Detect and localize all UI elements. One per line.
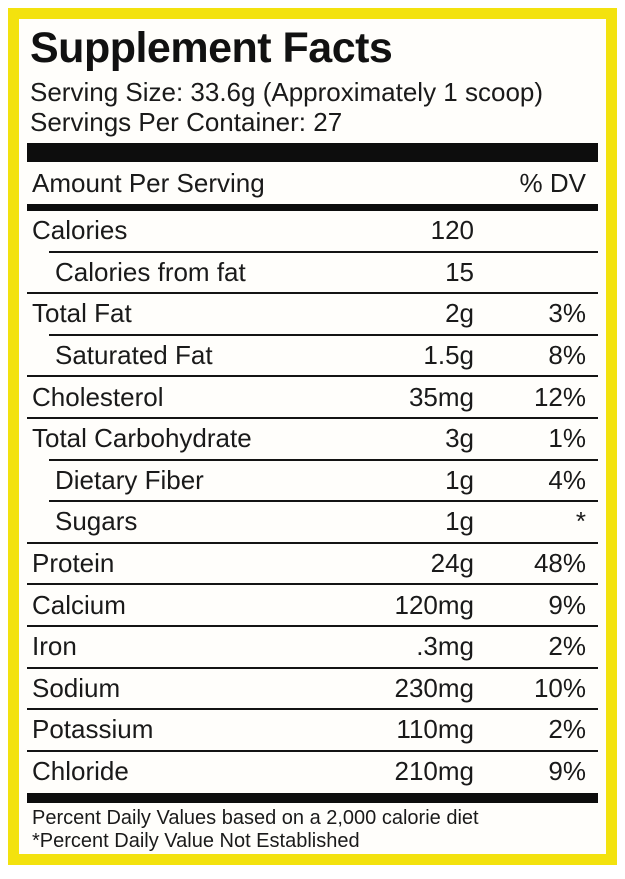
nutrient-dv: 3%: [548, 298, 586, 329]
servings-per-container-line: Servings Per Container: 27: [30, 107, 343, 137]
nutrient-row: Dietary Fiber 1g 4%: [27, 461, 598, 501]
nutrient-row: Calories from fat 15: [27, 253, 598, 293]
nutrient-dv: 2%: [548, 631, 586, 662]
row-separator: [27, 708, 598, 711]
nutrient-label: Protein: [32, 548, 115, 579]
nutrient-label: Dietary Fiber: [55, 464, 204, 495]
nutrient-dv: 12%: [533, 381, 586, 412]
nutrient-amount: 3g: [445, 423, 474, 454]
nutrient-row: Cholesterol 35mg 12%: [27, 377, 598, 417]
row-separator: [27, 583, 598, 586]
nutrient-amount: 1g: [445, 464, 474, 495]
row-separator: [27, 624, 598, 627]
nutrient-label: Calories from fat: [55, 256, 246, 287]
nutrient-dv: 10%: [533, 672, 586, 703]
nutrient-label: Total Fat: [32, 298, 132, 329]
nutrient-amount: 120: [430, 215, 474, 246]
nutrient-dv: 9%: [548, 756, 586, 787]
row-separator: [27, 292, 598, 295]
row-separator: [49, 250, 598, 253]
row-separator: [27, 541, 598, 544]
nutrient-dv: *: [575, 506, 586, 537]
nutrient-row: Calories 120: [27, 211, 598, 251]
nutrient-amount: .3mg: [416, 631, 474, 662]
nutrient-row: Sodium 230mg 10%: [27, 669, 598, 709]
nutrient-dv: 2%: [548, 714, 586, 745]
nutrient-row: Protein 24g 48%: [27, 544, 598, 584]
nutrient-dv: 48%: [533, 548, 586, 579]
nutrient-label: Calcium: [32, 589, 126, 620]
nutrient-amount: 120mg: [394, 589, 475, 620]
footnote-not-established: *Percent Daily Value Not Established: [32, 830, 360, 853]
amount-per-serving-header: Amount Per Serving: [32, 167, 265, 198]
nutrient-amount: 1g: [445, 506, 474, 537]
nutrient-amount: 24g: [430, 548, 474, 579]
nutrient-row: Total Carbohydrate 3g 1%: [27, 419, 598, 459]
row-separator: [49, 333, 598, 336]
nutrient-label: Chloride: [32, 756, 129, 787]
nutrient-amount: 1.5g: [423, 340, 474, 371]
nutrient-label: Total Carbohydrate: [32, 423, 252, 454]
thick-separator-bar-top: [27, 143, 598, 162]
nutrient-label: Potassium: [32, 714, 154, 745]
nutrient-amount: 35mg: [408, 381, 474, 412]
nutrient-dv: 4%: [548, 464, 586, 495]
nutrient-label: Saturated Fat: [55, 340, 213, 371]
percent-dv-header: % DV: [519, 167, 586, 198]
nutrient-amount: 2g: [445, 298, 474, 329]
nutrient-row: Potassium 110mg 2%: [27, 710, 598, 750]
nutrient-row: Total Fat 2g 3%: [27, 294, 598, 334]
row-separator: [49, 500, 598, 503]
header-separator-bar: [27, 204, 598, 211]
footer-separator-bar: [27, 793, 598, 804]
nutrient-amount: 15: [445, 256, 474, 287]
nutrient-label: Sodium: [32, 672, 121, 703]
nutrient-row: Iron .3mg 2%: [27, 627, 598, 667]
nutrient-row: Sugars 1g *: [27, 502, 598, 542]
supplement-facts-label: Supplement Facts Serving Size: 33.6g (Ap…: [8, 8, 617, 865]
footnote-daily-values: Percent Daily Values based on a 2,000 ca…: [32, 807, 479, 830]
nutrient-row: Chloride 210mg 9%: [27, 752, 598, 792]
row-separator: [27, 666, 598, 669]
nutrient-dv: 8%: [548, 340, 586, 371]
row-separator: [27, 416, 598, 419]
nutrient-dv: 9%: [548, 589, 586, 620]
row-separator: [27, 375, 598, 378]
nutrient-amount: 210mg: [394, 756, 475, 787]
nutrient-row: Calcium 120mg 9%: [27, 585, 598, 625]
nutrient-row: Saturated Fat 1.5g 8%: [27, 336, 598, 376]
row-separator: [27, 749, 598, 752]
nutrient-amount: 110mg: [396, 714, 474, 745]
nutrient-amount: 230mg: [394, 672, 475, 703]
nutrient-label: Calories: [32, 215, 128, 246]
nutrient-label: Sugars: [55, 506, 138, 537]
row-separator: [49, 458, 598, 461]
nutrient-table: Calories 120 Calories from fat 15 Total …: [27, 211, 598, 791]
label-title: Supplement Facts: [30, 24, 393, 72]
nutrient-label: Cholesterol: [32, 381, 164, 412]
serving-size-line: Serving Size: 33.6g (Approximately 1 sco…: [30, 77, 544, 107]
column-header-row: Amount Per Serving % DV: [27, 162, 598, 204]
nutrient-label: Iron: [32, 631, 77, 662]
nutrient-dv: 1%: [548, 423, 586, 454]
